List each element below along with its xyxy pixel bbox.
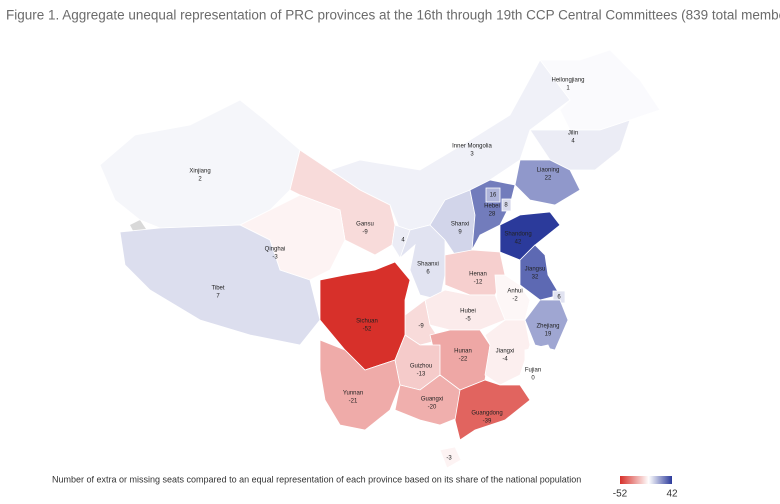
province-value: 0 bbox=[531, 376, 535, 382]
province-value: 6 bbox=[426, 270, 430, 276]
province-value: 3 bbox=[470, 152, 474, 158]
province-value: 42 bbox=[515, 240, 522, 246]
province-name: Liaoning bbox=[537, 168, 560, 174]
province-value: -39 bbox=[483, 419, 492, 425]
province-name: Guangdong bbox=[471, 411, 502, 417]
legend-max: 42 bbox=[666, 489, 678, 500]
province-value: 8 bbox=[504, 203, 508, 209]
province bbox=[484, 319, 531, 386]
province bbox=[454, 379, 531, 441]
province-value: -21 bbox=[349, 399, 358, 405]
province bbox=[319, 261, 411, 371]
province bbox=[519, 244, 561, 301]
province-name: Guizhou bbox=[410, 364, 432, 370]
legend-min: -52 bbox=[613, 489, 628, 500]
province bbox=[319, 339, 401, 431]
province-name: Hebei bbox=[484, 204, 500, 210]
province-name: Qinghai bbox=[265, 247, 286, 253]
province-value: 6 bbox=[557, 295, 561, 301]
province-value: -9 bbox=[362, 230, 368, 236]
legend-gradient bbox=[620, 476, 672, 484]
province-name: Hunan bbox=[454, 349, 472, 355]
province-name: Inner Mongolia bbox=[452, 144, 492, 150]
province-value: -4 bbox=[502, 357, 508, 363]
province-value: 1 bbox=[566, 86, 570, 92]
province bbox=[524, 299, 569, 351]
province-name: Guangxi bbox=[421, 397, 443, 403]
province-name: Sichuan bbox=[356, 319, 378, 325]
province bbox=[514, 159, 581, 206]
province-value: 19 bbox=[545, 332, 552, 338]
province bbox=[439, 446, 462, 469]
figure-title: Figure 1. Aggregate unequal representati… bbox=[6, 8, 780, 23]
legend-text: Number of extra or missing seats compare… bbox=[52, 474, 581, 484]
province-value: 7 bbox=[216, 294, 220, 300]
province-name: Heilongjiang bbox=[551, 78, 584, 84]
province-name: Hubei bbox=[460, 309, 476, 315]
province-name: Shanxi bbox=[451, 222, 469, 228]
province-name: Zhejiang bbox=[536, 324, 559, 330]
province-value: -22 bbox=[459, 357, 468, 363]
province bbox=[517, 344, 556, 396]
province-name: Xinjiang bbox=[189, 169, 210, 175]
province-value: -20 bbox=[428, 405, 437, 411]
province-name: Jilin bbox=[568, 131, 578, 137]
province-value: 22 bbox=[545, 176, 552, 182]
province-name: Yunnan bbox=[343, 391, 363, 397]
province-value: -3 bbox=[272, 255, 278, 261]
province-value: -5 bbox=[465, 317, 471, 323]
province bbox=[501, 198, 512, 212]
province-value: 4 bbox=[401, 238, 405, 244]
province-value: -12 bbox=[474, 280, 483, 286]
province bbox=[424, 289, 506, 331]
province-name: Anhui bbox=[507, 289, 522, 295]
province-value: -13 bbox=[417, 372, 426, 378]
province-name: Gansu bbox=[356, 222, 374, 228]
province-value: 28 bbox=[489, 212, 496, 218]
province-value: -2 bbox=[512, 297, 518, 303]
province bbox=[329, 59, 571, 231]
province-value: -3 bbox=[446, 456, 452, 462]
province-value: 2 bbox=[198, 177, 202, 183]
province-name: Fujian bbox=[525, 368, 541, 374]
province-value: 9 bbox=[458, 230, 462, 236]
province-name: Shaanxi bbox=[417, 262, 439, 268]
province-name: Shandong bbox=[504, 232, 531, 238]
province-name: Jiangxi bbox=[496, 349, 515, 355]
province-value: 16 bbox=[490, 193, 497, 199]
province-name: Tibet bbox=[211, 286, 224, 292]
province bbox=[99, 99, 301, 229]
province-value: -9 bbox=[418, 324, 424, 330]
province bbox=[485, 187, 501, 203]
province-value: 4 bbox=[571, 139, 575, 145]
province-value: 32 bbox=[532, 275, 539, 281]
province bbox=[499, 211, 561, 261]
province-name: Jiangsu bbox=[525, 267, 546, 273]
province-name: Henan bbox=[469, 272, 487, 278]
province-value: -52 bbox=[363, 327, 372, 333]
